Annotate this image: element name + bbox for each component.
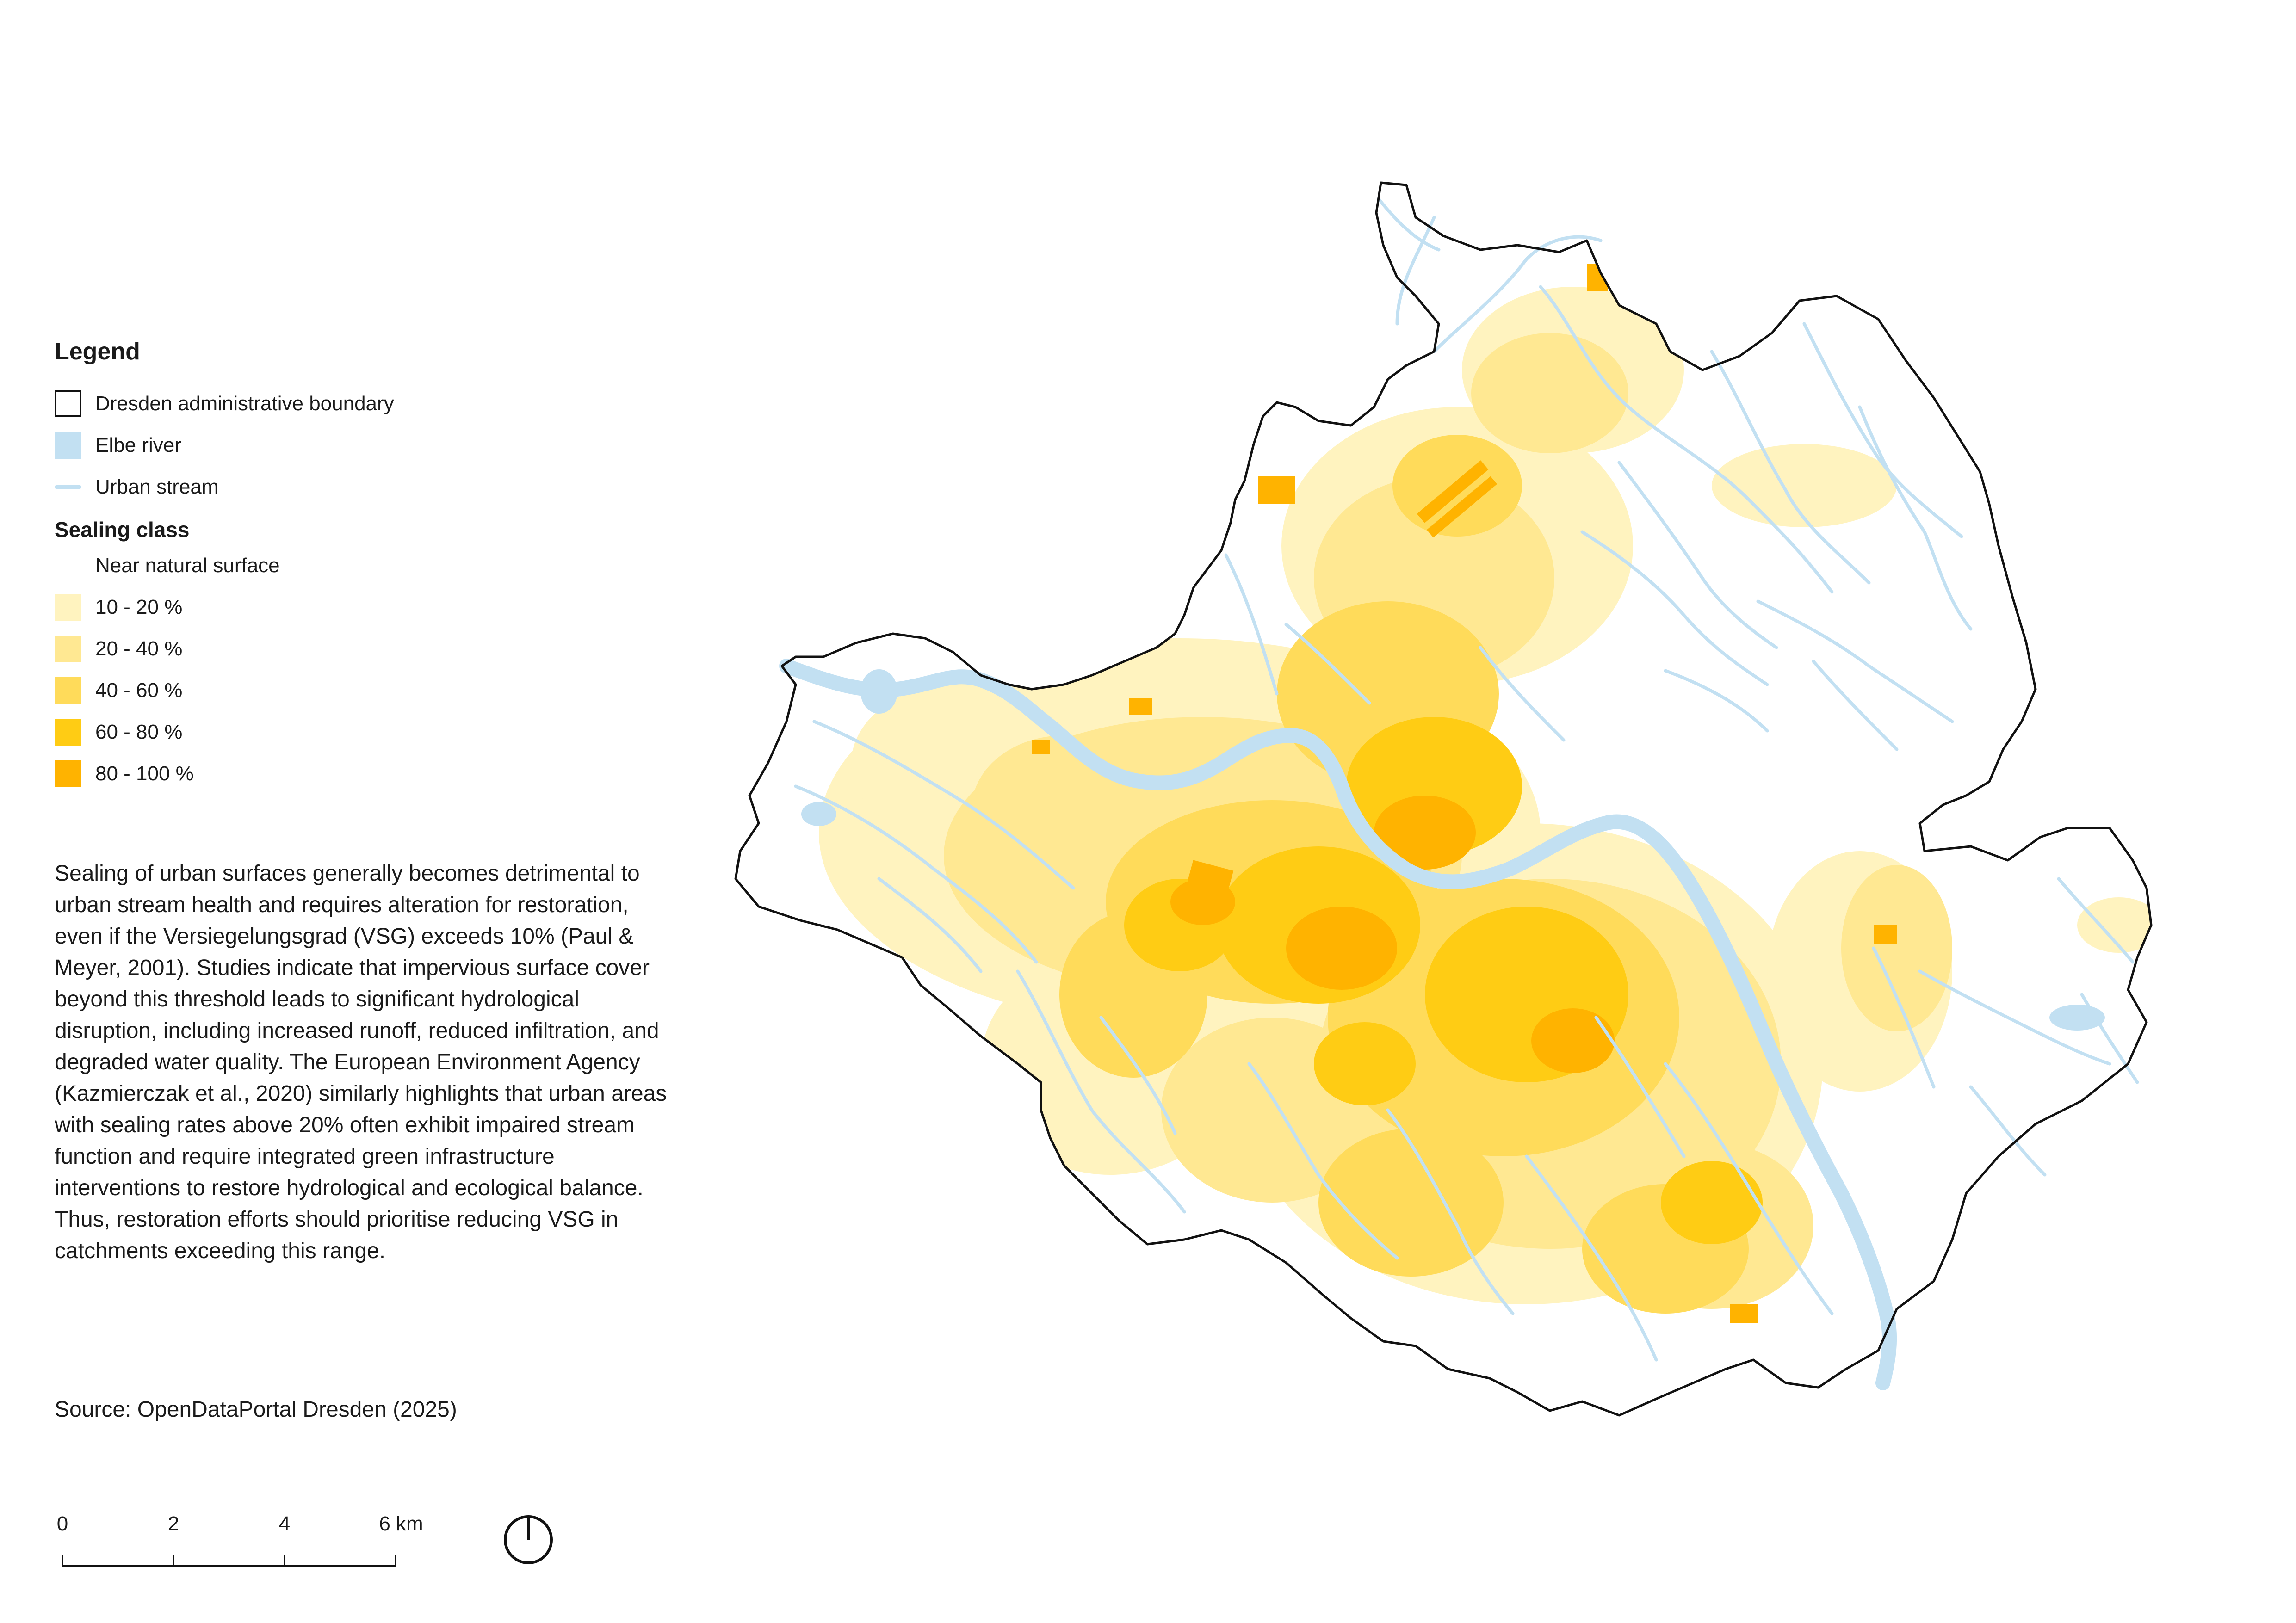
map — [734, 181, 2153, 1417]
legend-item-elbe-river: Elbe river — [55, 425, 517, 466]
sealing-class-label: 60 - 80 % — [95, 721, 183, 743]
sealing-swatch — [55, 594, 81, 621]
sealing-layer — [819, 264, 2151, 1323]
sealing-class-label: Near natural surface — [95, 554, 280, 577]
sealing-class-80-100: 80 - 100 % — [55, 753, 517, 795]
scale-label: 0 — [56, 1512, 68, 1535]
sealing-swatch — [55, 677, 81, 704]
north-arrow-icon — [504, 1515, 553, 1564]
sealing-class-near-natural: Near natural surface — [55, 545, 517, 586]
elbe-river — [779, 659, 2105, 1390]
sealing-class-40-60: 40 - 60 % — [55, 670, 517, 711]
urban-streams — [794, 197, 2139, 1362]
legend: Legend Dresden administrative boundary E… — [55, 338, 517, 795]
sealing-class-60-80: 60 - 80 % — [55, 711, 517, 753]
sealing-swatch — [55, 552, 81, 579]
sealing-swatch — [55, 636, 81, 662]
legend-item-urban-stream: Urban stream — [55, 466, 517, 508]
legend-item-label: Dresden administrative boundary — [95, 392, 394, 415]
legend-item-label: Elbe river — [95, 434, 181, 457]
scale-bar: 0 2 4 6 km — [56, 1512, 423, 1582]
description-text: Sealing of urban surfaces generally beco… — [55, 861, 667, 1263]
sealing-class-label: 80 - 100 % — [95, 762, 194, 785]
sealing-swatch — [55, 719, 81, 746]
administrative-boundary — [734, 181, 2153, 1417]
scale-bar-line — [62, 1555, 396, 1567]
sealing-class-10-20: 10 - 20 % — [55, 586, 517, 628]
sealing-class-20-40: 20 - 40 % — [55, 628, 517, 670]
legend-item-boundary: Dresden administrative boundary — [55, 383, 517, 425]
legend-title: Legend — [55, 338, 140, 365]
boundary-swatch — [55, 390, 81, 417]
legend-item-label: Urban stream — [95, 475, 219, 498]
sealing-class-label: 40 - 60 % — [95, 679, 183, 702]
stream-swatch — [55, 485, 81, 489]
scale-label: 2 — [167, 1512, 179, 1535]
sealing-class-label: 10 - 20 % — [95, 596, 183, 618]
scale-label: 4 — [278, 1512, 291, 1535]
river-swatch — [55, 432, 81, 459]
sealing-class-title: Sealing class — [55, 518, 190, 542]
source-citation: Source: OpenDataPortal Dresden (2025) — [55, 1397, 457, 1422]
sealing-swatch — [55, 760, 81, 787]
scale-label: 6 km — [379, 1512, 423, 1535]
sealing-class-label: 20 - 40 % — [95, 637, 183, 660]
